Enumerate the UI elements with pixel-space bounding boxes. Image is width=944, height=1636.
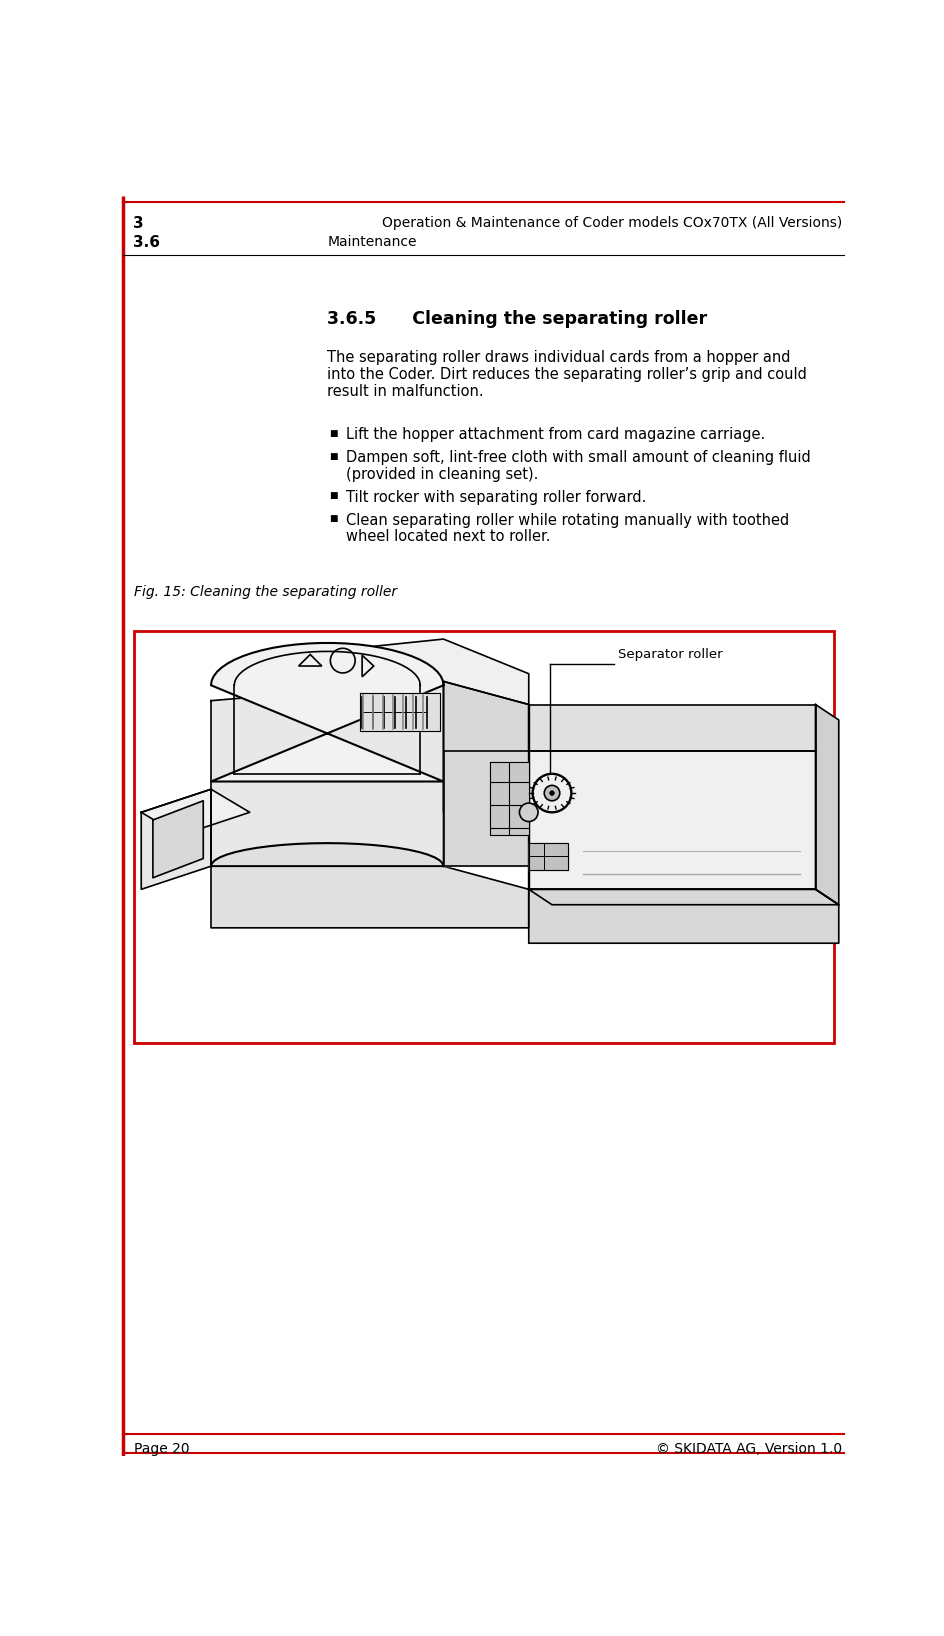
Text: Separator roller: Separator roller [618,648,722,661]
Polygon shape [142,789,211,890]
Bar [133,631,834,1044]
Circle shape [519,803,538,821]
Circle shape [545,785,560,800]
Text: into the Coder. Dirt reduces the separating roller’s grip and could: into the Coder. Dirt reduces the separat… [328,366,807,383]
Text: Maintenance: Maintenance [328,236,416,249]
Text: Page 20: Page 20 [133,1443,189,1456]
Text: The separating roller draws individual cards from a hopper and: The separating roller draws individual c… [328,350,791,365]
Text: (provided in cleaning set).: (provided in cleaning set). [346,466,538,481]
Polygon shape [529,751,816,890]
Text: Dampen soft, lint-free cloth with small amount of cleaning fluid: Dampen soft, lint-free cloth with small … [346,450,811,465]
Polygon shape [816,705,839,905]
Text: 3: 3 [133,216,144,231]
Polygon shape [258,640,529,705]
Polygon shape [211,643,444,782]
Text: Clean separating roller while rotating manually with toothed: Clean separating roller while rotating m… [346,512,789,528]
Circle shape [549,790,554,795]
Text: result in malfunction.: result in malfunction. [328,384,484,399]
Text: Tilt rocker with separating roller forward.: Tilt rocker with separating roller forwa… [346,489,647,504]
Text: © SKIDATA AG, Version 1.0: © SKIDATA AG, Version 1.0 [656,1443,843,1456]
Text: ■: ■ [329,429,337,438]
Polygon shape [211,682,444,865]
Text: ■: ■ [329,491,337,501]
Text: Operation & Maintenance of Coder models COx70TX (All Versions): Operation & Maintenance of Coder models … [382,216,843,231]
Polygon shape [211,843,444,865]
Polygon shape [360,694,440,731]
Polygon shape [529,890,839,905]
Polygon shape [153,800,203,879]
Polygon shape [444,751,529,865]
Text: wheel located next to roller.: wheel located next to roller. [346,528,550,543]
Polygon shape [529,843,567,870]
Text: 3.6: 3.6 [133,236,160,250]
Polygon shape [529,890,839,944]
Text: ■: ■ [329,514,337,524]
Polygon shape [529,705,816,751]
Polygon shape [211,865,529,928]
Polygon shape [490,762,529,836]
Text: Fig. 15: Cleaning the separating roller: Fig. 15: Cleaning the separating roller [133,586,396,599]
Text: Lift the hopper attachment from card magazine carriage.: Lift the hopper attachment from card mag… [346,427,765,442]
Polygon shape [444,682,529,813]
Text: ■: ■ [329,452,337,461]
Text: 3.6.5      Cleaning the separating roller: 3.6.5 Cleaning the separating roller [328,311,707,329]
Polygon shape [142,789,250,836]
